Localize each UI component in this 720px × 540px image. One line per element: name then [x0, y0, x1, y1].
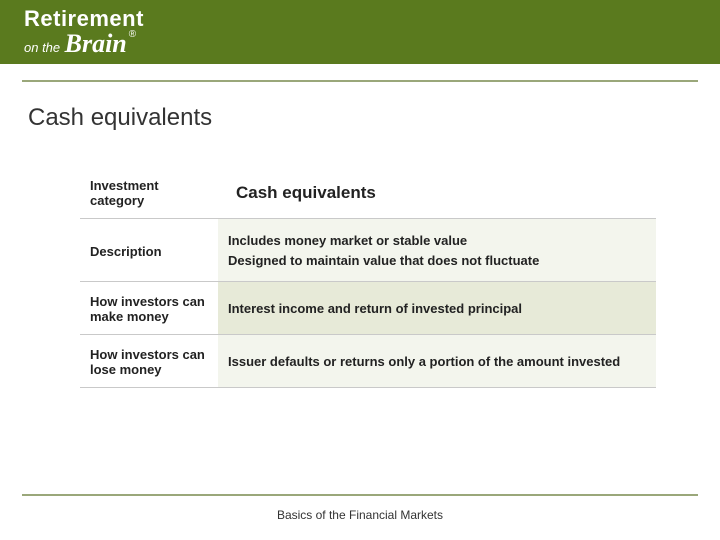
logo: Retirement on the Brain® [24, 7, 144, 57]
header-divider [22, 80, 698, 82]
row-label: How investors can make money [80, 282, 218, 335]
footer-divider [22, 494, 698, 496]
slide-header: Retirement on the Brain® [0, 0, 720, 64]
logo-line2-wrap: on the Brain® [24, 30, 144, 57]
table-row: How investors can make money Interest in… [80, 282, 656, 335]
slide-title: Cash equivalents [28, 104, 212, 132]
table-row: How investors can lose money Issuer defa… [80, 335, 656, 388]
logo-on: on the [24, 40, 60, 55]
table-row: Investment category Cash equivalents [80, 166, 656, 219]
equivalents-table: Investment category Cash equivalents Des… [80, 166, 656, 388]
row-label: Investment category [80, 166, 218, 219]
logo-brain: Brain [65, 29, 127, 58]
row-label: How investors can lose money [80, 335, 218, 388]
row-value: Interest income and return of invested p… [218, 282, 656, 335]
row-value: Cash equivalents [218, 166, 656, 219]
row-label: Description [80, 219, 218, 282]
text-line: Designed to maintain value that does not… [228, 251, 646, 271]
row-value: Includes money market or stable valueDes… [218, 219, 656, 282]
row-value: Issuer defaults or returns only a portio… [218, 335, 656, 388]
table-row: Description Includes money market or sta… [80, 219, 656, 282]
registered-mark: ® [129, 29, 136, 40]
text-line: Includes money market or stable value [228, 231, 646, 251]
footer-text: Basics of the Financial Markets [0, 508, 720, 522]
logo-line1: Retirement [24, 7, 144, 30]
